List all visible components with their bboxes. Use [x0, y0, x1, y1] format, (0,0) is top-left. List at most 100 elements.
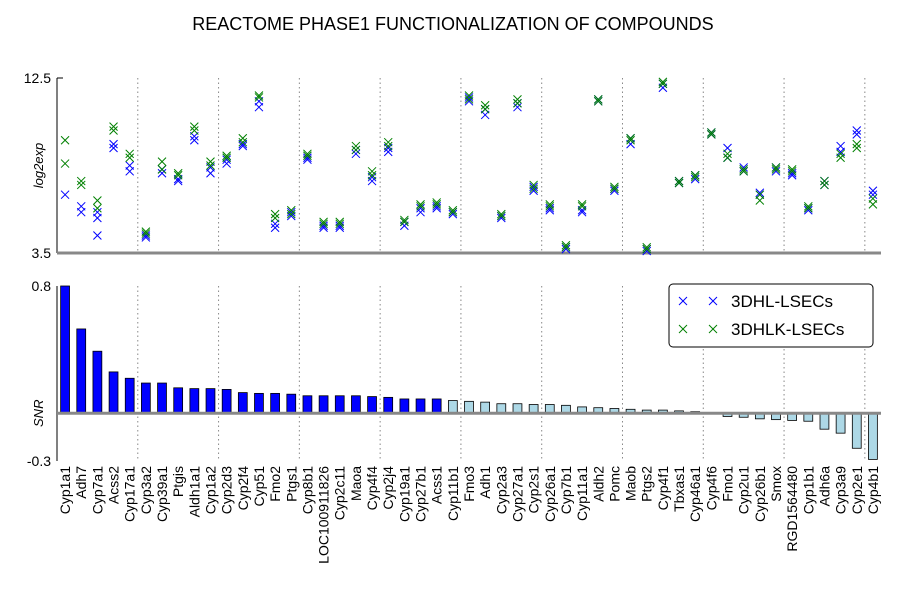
scatter-point [238, 141, 248, 151]
marker-stroke [351, 145, 361, 155]
marker-stroke [76, 201, 86, 211]
marker-stroke [561, 244, 571, 254]
marker-stroke [739, 165, 749, 174]
bar [302, 395, 313, 414]
scatter-point [319, 219, 328, 229]
marker-stroke [545, 203, 555, 213]
scatter-point [803, 201, 813, 211]
scatter-point [238, 137, 248, 147]
legend: 3DHL-LSECs 3DHLK-LSECs [668, 283, 874, 348]
y-axis-label: log2exp [31, 143, 46, 189]
scatter-point [577, 201, 587, 211]
marker-stroke [803, 203, 813, 213]
bar [92, 350, 103, 414]
scatter-point [432, 198, 442, 207]
marker-stroke [448, 205, 458, 215]
scatter-point [303, 151, 312, 161]
scatter-point [771, 166, 781, 176]
marker-stroke [496, 211, 506, 221]
marker-stroke [157, 157, 167, 166]
scatter-point [270, 223, 280, 233]
marker-stroke [416, 200, 425, 209]
marker-stroke [189, 135, 199, 145]
marker-stroke [545, 201, 555, 211]
legend-marker [678, 296, 688, 306]
x-tick-label: Acss1 [429, 466, 445, 504]
x-tick-label: Cyp51 [251, 466, 267, 507]
marker-stroke [76, 176, 86, 186]
marker-stroke [157, 165, 167, 174]
scatter-point [93, 231, 102, 240]
scatter-point [76, 180, 86, 190]
marker-stroke [868, 186, 878, 196]
bar [415, 398, 426, 414]
x-tick-label: Cyp11b1 [445, 466, 461, 521]
x-tick-label: Cyp3a2 [138, 466, 154, 514]
marker-stroke [755, 188, 765, 198]
scatter-point [383, 137, 393, 147]
marker-stroke [577, 201, 587, 211]
scatter-point [852, 143, 862, 153]
marker-stroke [658, 77, 668, 87]
marker-stroke [432, 200, 442, 209]
scatter-point [706, 128, 716, 137]
x-tick-label: Adh7 [73, 466, 89, 499]
marker-stroke [642, 242, 652, 252]
scatter-point [690, 172, 700, 182]
marker-stroke [141, 229, 151, 238]
y-tick-label: 0.8 [32, 278, 52, 294]
x-tick-label: Cyp1a1 [57, 466, 73, 514]
marker-stroke [254, 93, 264, 102]
x-tick-labels: Cyp1a1 Adh7 Cyp7a1 Acss2 Cyp17a1 Cyp3a2 Cyp39a… [57, 466, 881, 564]
scatter-point [335, 219, 345, 229]
scatter-point [464, 95, 474, 104]
scatter-point [739, 163, 749, 172]
marker-stroke [351, 141, 361, 151]
marker-stroke [529, 184, 538, 194]
scatter-point [803, 205, 813, 215]
marker-stroke [642, 244, 652, 254]
x-tick-label: Cyp7b1 [558, 466, 574, 514]
marker-stroke [480, 104, 490, 114]
marker-stroke [367, 170, 377, 180]
scatter-point [820, 180, 829, 190]
marker-stroke [513, 102, 522, 112]
marker-stroke [593, 96, 603, 106]
scatter-point [351, 149, 361, 159]
marker-stroke [270, 209, 280, 219]
marker-stroke [286, 207, 296, 217]
scatter-point [545, 201, 555, 211]
bar [141, 382, 151, 414]
scatter-point [189, 122, 199, 131]
scatter-point [513, 95, 522, 104]
marker-stroke [222, 153, 232, 163]
marker-stroke [157, 168, 167, 178]
marker-stroke [222, 151, 232, 161]
legend-label: 3DHL-LSECs [731, 292, 833, 311]
legend-marker [678, 324, 688, 334]
marker-stroke [836, 153, 845, 163]
x-tick-label: Cyp26b1 [752, 466, 768, 522]
marker-stroke [787, 168, 797, 178]
marker-stroke [626, 135, 635, 145]
scatter-point [868, 194, 878, 203]
marker-stroke [141, 227, 151, 236]
scatter-point [561, 242, 571, 252]
bar [108, 371, 119, 414]
marker-stroke [173, 168, 183, 178]
scatter-point [755, 188, 765, 198]
scatter-point [529, 180, 538, 190]
marker-stroke [319, 221, 328, 231]
snr-bar-panel: 0.8 -0.3 SNR [27, 278, 881, 469]
y-tick-label: 12.5 [24, 70, 51, 86]
bar [189, 388, 200, 414]
scatter-point [432, 201, 442, 211]
bar [431, 398, 442, 414]
y-axis-label: SNR [31, 400, 46, 427]
scatter-point [626, 133, 635, 143]
scatter-point [173, 168, 183, 178]
scatter-point [642, 242, 652, 252]
marker-stroke [238, 141, 248, 151]
marker-stroke [674, 178, 684, 188]
